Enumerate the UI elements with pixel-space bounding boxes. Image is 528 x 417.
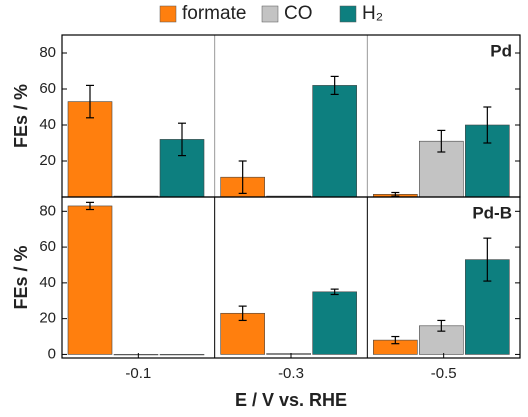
legend-swatch (339, 5, 357, 23)
x-tick-label: -0.3 (278, 365, 304, 382)
y-tick-label: 40 (39, 116, 56, 133)
bar (312, 291, 357, 355)
bar (266, 353, 311, 355)
bar (312, 85, 357, 198)
bar (159, 354, 205, 356)
y-tick-label: 40 (39, 274, 56, 291)
x-tick-label: -0.5 (431, 365, 457, 382)
y-axis-label: FEs / % (11, 84, 31, 148)
x-axis-label: E / V vs. RHE (235, 390, 347, 410)
y-tick-label: 0 (48, 345, 56, 362)
legend-label: CO (284, 3, 313, 24)
panel-label: Pd-B (472, 203, 512, 222)
legend-swatch (261, 5, 279, 23)
y-axis-label: FEs / % (11, 245, 31, 309)
legend-swatch (159, 5, 177, 23)
y-tick-label: 80 (39, 44, 56, 61)
y-tick-label: 60 (39, 80, 56, 97)
bar (67, 205, 113, 355)
bar (113, 354, 159, 356)
x-tick-label: -0.1 (125, 365, 151, 382)
y-tick-label: 20 (39, 310, 56, 327)
panel-label: Pd (490, 41, 512, 60)
y-tick-label: 20 (39, 152, 56, 169)
y-tick-label: 60 (39, 238, 56, 255)
y-tick-label: 80 (39, 202, 56, 219)
legend-label: formate (182, 3, 246, 24)
legend-label: H₂ (362, 3, 383, 24)
